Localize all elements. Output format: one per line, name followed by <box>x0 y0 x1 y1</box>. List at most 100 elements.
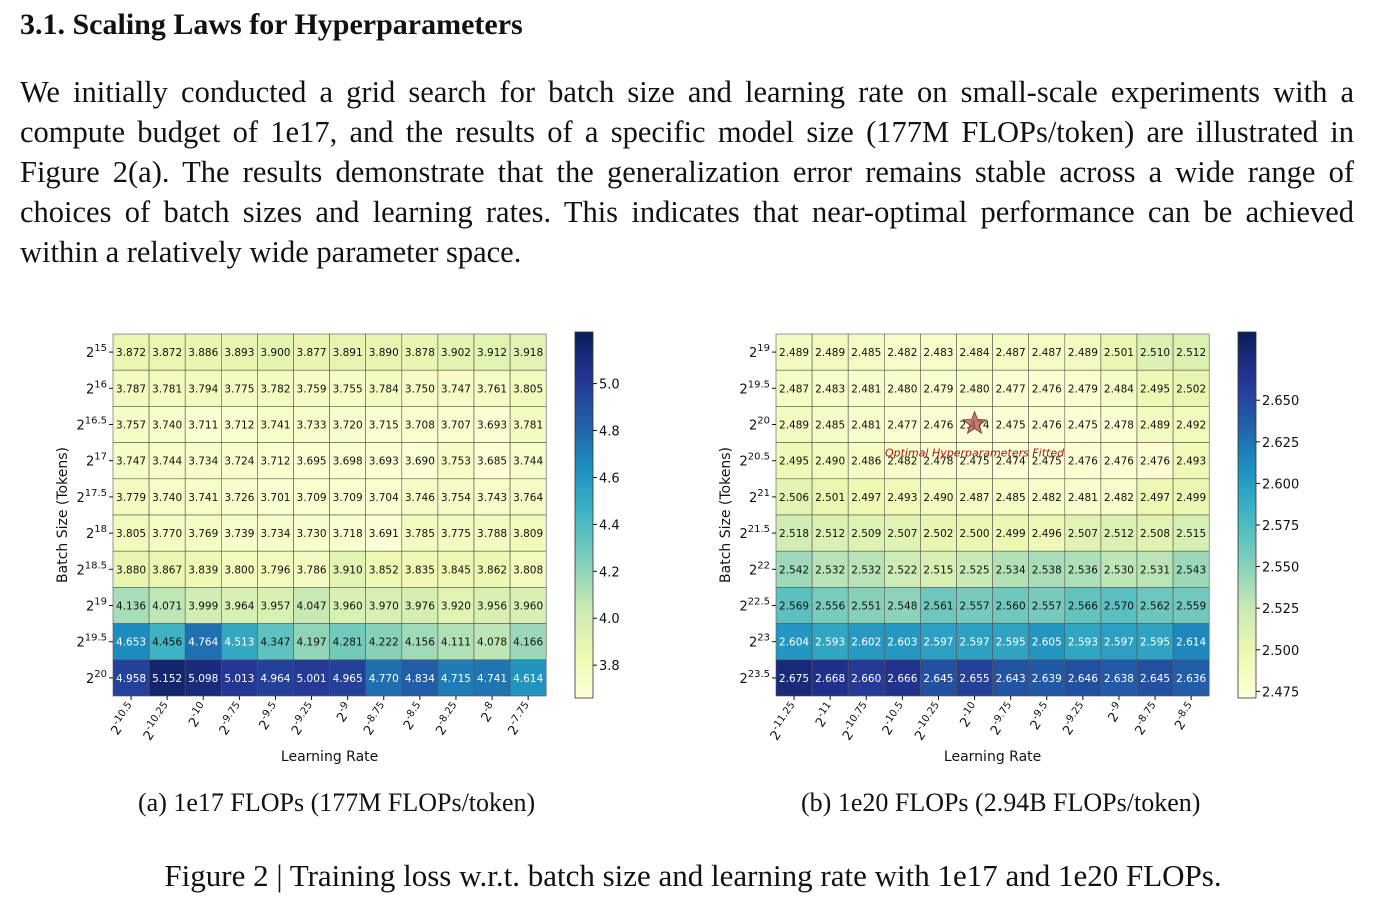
cell-value-label: 3.743 <box>477 492 507 504</box>
heatmap-cell <box>437 514 475 552</box>
cell-value-label: 2.636 <box>1176 673 1206 685</box>
cell-value-label: 2.536 <box>1068 564 1098 576</box>
heatmap-cell <box>920 514 957 552</box>
heatmap-cell <box>1100 550 1138 588</box>
heatmap-cell <box>365 333 403 371</box>
cell-value-label: 2.489 <box>1140 420 1170 432</box>
colorbar <box>1237 331 1257 699</box>
cell-value-label: 3.957 <box>260 601 290 613</box>
heatmap-cell <box>184 442 222 480</box>
figure-caption: Figure 2 | Training loss w.r.t. batch si… <box>164 858 1222 893</box>
heatmap-cell <box>775 442 813 480</box>
cell-value-label: 2.480 <box>960 383 990 395</box>
heatmap-cell <box>956 333 993 371</box>
heatmap-cell <box>1028 333 1066 371</box>
heatmap-cell <box>148 550 186 588</box>
cell-value-label: 3.744 <box>152 456 182 468</box>
subcaption-b: (b) 1e20 FLOPs (2.94B FLOPs/token) <box>801 788 1201 817</box>
x-tick-label: 2-8.75 <box>359 700 393 738</box>
colorbar-tick-label: 3.8 <box>599 659 620 674</box>
colorbar-tick-label: 2.600 <box>1262 477 1299 492</box>
heatmap-cell <box>1064 406 1102 443</box>
cell-value-label: 2.512 <box>1176 347 1206 359</box>
heatmap-cell <box>257 587 294 624</box>
heatmap-cell <box>365 369 403 407</box>
cell-value-label: 4.456 <box>152 637 182 649</box>
heatmap-cell <box>1064 587 1102 624</box>
heatmap-cell <box>437 550 475 588</box>
section-heading: 3.1. Scaling Laws for Hyperparameters <box>20 8 523 41</box>
y-tick-label: 220.5 <box>739 452 770 470</box>
cell-value-label: 4.166 <box>513 637 543 649</box>
cell-value-label: 3.912 <box>477 347 507 359</box>
cell-value-label: 2.655 <box>960 673 990 685</box>
heatmap-cell <box>884 442 921 480</box>
heatmap-cell <box>1172 369 1210 407</box>
cell-value-label: 3.788 <box>477 528 507 540</box>
heatmap-cell <box>1136 406 1174 443</box>
heatmap-cell <box>884 514 921 552</box>
cell-value-label: 2.485 <box>996 492 1026 504</box>
cell-value-label: 3.695 <box>297 456 327 468</box>
x-tick-label: 2-8 <box>476 700 501 725</box>
cell-value-label: 4.111 <box>441 637 471 649</box>
heatmap-cell <box>401 623 439 661</box>
cell-value-label: 2.502 <box>923 528 953 540</box>
cell-value-label: 3.750 <box>405 383 435 395</box>
cell-value-label: 2.489 <box>1068 347 1098 359</box>
heatmap-cell <box>184 587 222 624</box>
heatmap-cell <box>437 369 475 407</box>
heatmap-cell <box>509 333 547 371</box>
heatmap-cell <box>112 442 150 480</box>
cell-value-label: 4.047 <box>297 601 327 613</box>
cell-value-label: 3.999 <box>188 601 218 613</box>
cell-value-label: 2.602 <box>851 637 881 649</box>
cell-value-label: 2.485 <box>851 347 881 359</box>
optimal-annotation-label: Optimal Hyperparameters Fitted <box>885 447 1065 460</box>
cell-value-label: 3.718 <box>333 528 363 540</box>
heatmap-cell <box>1172 623 1210 661</box>
cell-value-label: 3.709 <box>297 492 327 504</box>
heatmap-cell <box>257 478 294 516</box>
y-axis-label: Batch Size (Tokens) <box>55 447 71 583</box>
y-tick-label: 219.5 <box>76 633 107 651</box>
heatmap-cell <box>112 514 150 552</box>
cell-value-label: 2.485 <box>815 420 845 432</box>
heatmap-cell <box>1100 659 1138 697</box>
cell-value-label: 2.532 <box>851 564 881 576</box>
heatmap-cell <box>1100 514 1138 552</box>
cell-value-label: 2.595 <box>996 637 1026 649</box>
heatmap-cell <box>473 623 511 661</box>
cell-value-label: 2.509 <box>851 528 881 540</box>
cell-value-label: 2.638 <box>1104 673 1134 685</box>
heatmap-cell <box>1028 369 1066 407</box>
heatmap-cell <box>221 406 258 443</box>
cell-value-label: 3.779 <box>116 492 146 504</box>
heatmap-cell <box>1100 587 1138 624</box>
x-tick-label: 2-7.75 <box>503 700 537 738</box>
heatmap-cell <box>811 442 849 480</box>
cell-value-label: 3.712 <box>224 420 254 432</box>
cell-value-label: 2.483 <box>923 347 953 359</box>
heatmap-cell <box>184 478 222 516</box>
heatmap-cell <box>148 659 186 697</box>
cell-value-label: 3.747 <box>441 383 471 395</box>
heatmap-cell <box>992 514 1030 552</box>
colorbar-tick-label: 4.0 <box>599 612 620 627</box>
cell-value-label: 2.481 <box>851 420 881 432</box>
cell-value-label: 2.614 <box>1176 637 1206 649</box>
heatmap-cell <box>992 333 1030 371</box>
heatmap-cell <box>775 333 813 371</box>
heatmap-cell <box>1172 442 1210 480</box>
cell-value-label: 3.693 <box>369 456 399 468</box>
cell-value-label: 3.720 <box>333 420 363 432</box>
cell-value-label: 3.796 <box>260 564 290 576</box>
heatmap-cell <box>884 623 921 661</box>
cell-value-label: 3.785 <box>405 528 435 540</box>
cell-value-label: 4.614 <box>513 673 543 685</box>
cell-value-label: 2.475 <box>996 420 1026 432</box>
heatmap-cell <box>365 623 403 661</box>
cell-value-label: 3.744 <box>513 456 543 468</box>
cell-value-label: 2.562 <box>1140 601 1170 613</box>
heatmap-cell <box>293 333 330 371</box>
